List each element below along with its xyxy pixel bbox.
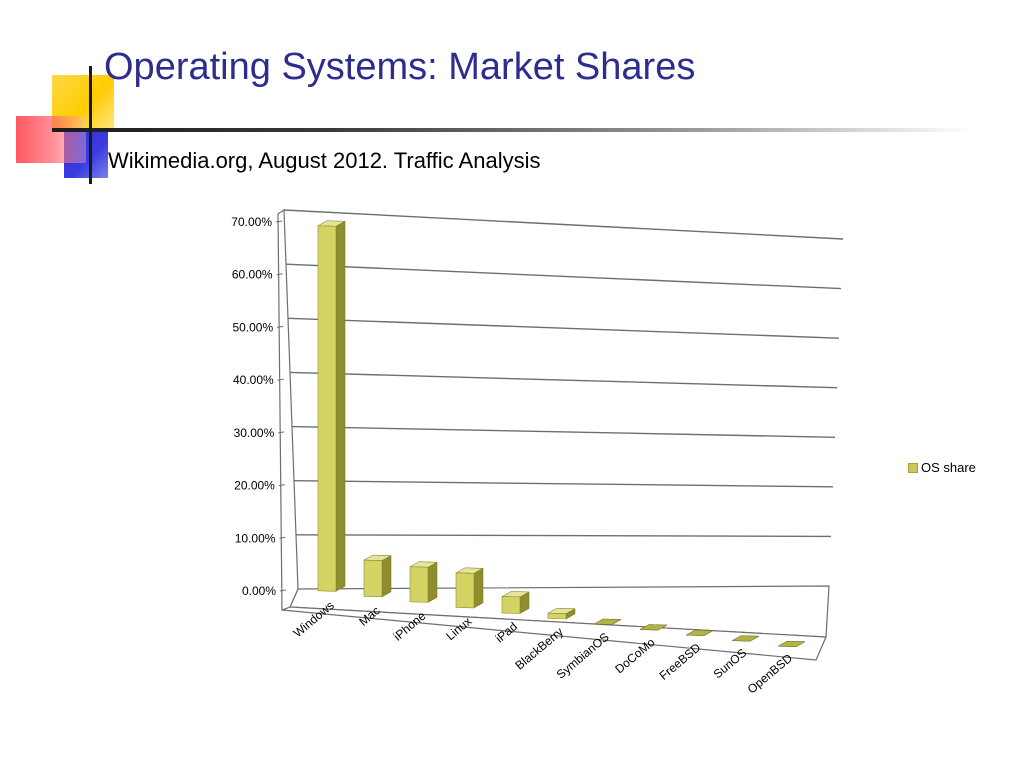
gridline xyxy=(285,263,842,290)
y-tick xyxy=(277,378,284,381)
bar xyxy=(777,640,806,647)
y-tick-label: 0.00% xyxy=(242,584,276,598)
bar xyxy=(317,225,337,592)
gridline xyxy=(295,534,832,538)
y-tick-label: 70.00% xyxy=(231,215,272,229)
bar-side xyxy=(335,220,346,592)
bar xyxy=(639,624,668,631)
y-tick xyxy=(275,220,283,223)
y-tick xyxy=(278,431,285,434)
gridline xyxy=(291,425,836,438)
y-tick-label: 50.00% xyxy=(232,320,273,334)
y-tick xyxy=(279,536,286,539)
decor-vertical-rule xyxy=(89,66,92,184)
y-tick xyxy=(276,273,283,276)
legend-label: OS share xyxy=(921,460,976,475)
bar-side xyxy=(473,567,484,609)
slide-title: Operating Systems: Market Shares xyxy=(104,46,696,88)
y-tick-label: 30.00% xyxy=(234,426,275,440)
bar xyxy=(685,629,714,636)
bar xyxy=(547,612,567,620)
decor-horizontal-rule xyxy=(52,128,972,132)
gridline xyxy=(289,371,838,389)
slide-subtitle: Wikimedia.org, August 2012. Traffic Anal… xyxy=(108,148,541,173)
bar xyxy=(731,635,760,642)
gridline xyxy=(287,317,840,339)
bar xyxy=(501,596,521,614)
chart-legend: OS share xyxy=(908,460,976,475)
bar xyxy=(363,559,383,598)
y-tick xyxy=(278,484,285,487)
bar-side xyxy=(381,555,392,598)
y-tick-label: 20.00% xyxy=(234,479,275,493)
bar xyxy=(593,618,622,625)
y-tick-label: 60.00% xyxy=(232,268,273,282)
bar xyxy=(409,566,429,603)
gridline xyxy=(283,209,844,240)
decor-red-square xyxy=(16,116,86,163)
y-tick-label: 40.00% xyxy=(233,373,274,387)
chart-left-wall xyxy=(277,208,299,611)
gridline xyxy=(293,480,834,488)
bar-side xyxy=(427,561,438,603)
x-tick-label: OpenBSD xyxy=(745,651,796,697)
y-tick-label: 10.00% xyxy=(235,531,276,545)
legend-swatch xyxy=(908,462,918,473)
y-tick xyxy=(277,325,284,328)
bar xyxy=(455,572,475,609)
y-tick xyxy=(279,589,287,592)
